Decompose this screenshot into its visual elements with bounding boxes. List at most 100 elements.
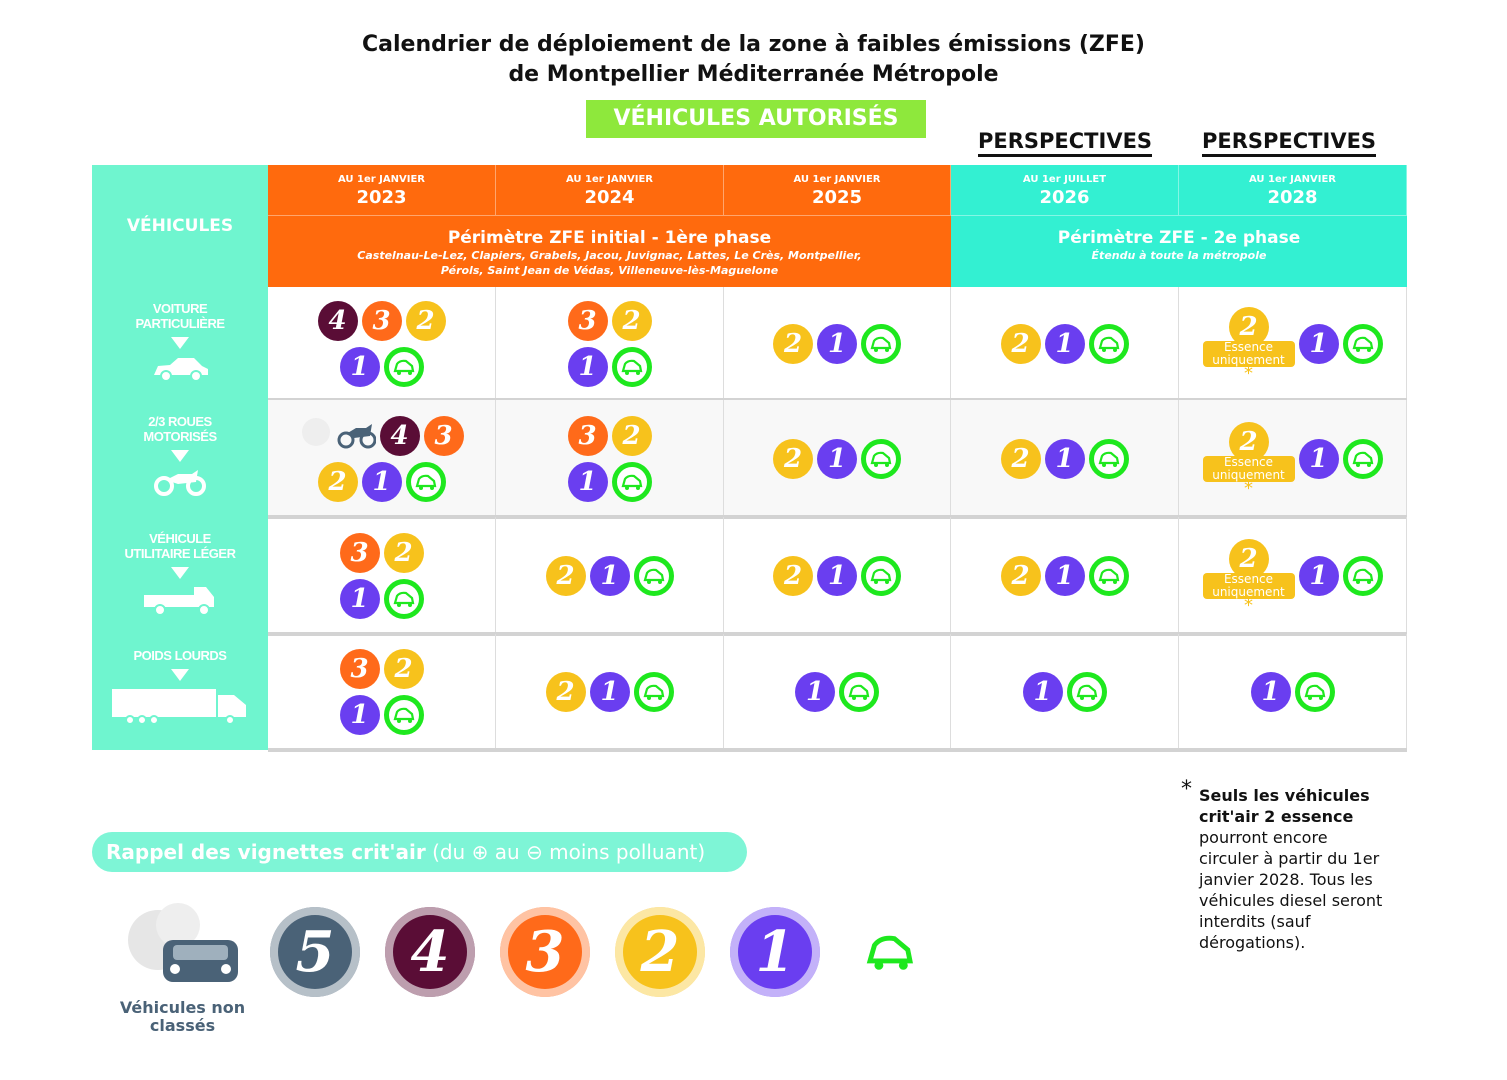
critair-1-badge: 1	[817, 438, 857, 479]
critair-electric-badge	[1088, 438, 1129, 479]
column-year: 2028	[1267, 187, 1318, 208]
critair-electric-badge	[383, 578, 424, 619]
badge-line: 1	[339, 346, 424, 387]
column-year: 2023	[356, 187, 407, 208]
critair-2-badge: 2	[773, 555, 813, 596]
critair-2-badge: 2	[611, 415, 652, 456]
critair-2-badge: 2	[1228, 538, 1269, 579]
badge-line: 1	[567, 346, 652, 387]
critair-2-badge: 2	[383, 532, 424, 573]
vehicle-label: VOITURE	[152, 301, 208, 316]
column-header-2025: AU 1er JANVIER 2025	[724, 165, 951, 215]
critair-electric-badge	[839, 672, 879, 712]
critair-2-badge: 2	[1228, 306, 1269, 347]
critair-2-badge: 2	[317, 461, 358, 502]
reminder-text: moins polluant)	[549, 840, 706, 864]
reminder-text: (du	[432, 840, 466, 864]
vehicle-label: VÉHICULE	[149, 531, 211, 546]
arrow-down-icon	[171, 337, 189, 349]
column-header-2024: AU 1er JANVIER 2024	[496, 165, 724, 215]
phase-communes: Étendu à toute la métropole	[1091, 249, 1267, 262]
footnote-star: *	[1244, 594, 1253, 616]
lorry-icon	[110, 687, 250, 730]
badge-line: 2 Essence uniquement * 1	[1202, 421, 1383, 499]
critair-1-badge: 1	[817, 323, 857, 364]
critair-electric-badge	[611, 461, 652, 502]
footnote-star: *	[1244, 477, 1253, 499]
badge-line: 1	[1022, 672, 1107, 712]
column-header-2028: AU 1er JANVIER 2028	[1179, 165, 1407, 215]
critair-4-badge: 4	[385, 907, 475, 997]
critair-electric-badge	[611, 346, 652, 387]
column-year: 2025	[811, 187, 863, 208]
zfe-calendar-table: VÉHICULES AU 1er JANVIER 2023 AU 1er JANVI…	[92, 165, 1407, 753]
motorcycle-icon	[152, 468, 208, 499]
critair-electric-badge	[845, 907, 935, 997]
unclassified-motorcycle-icon	[300, 416, 376, 456]
vehicle-label: MOTORISÉS	[143, 429, 217, 444]
critair-1-badge: 1	[339, 695, 380, 735]
column-date: AU 1er JUILLET	[1022, 174, 1107, 185]
phase-title: Périmètre ZFE - 2e phase	[1057, 228, 1301, 248]
critair-3-badge: 3	[500, 907, 590, 997]
critair-electric-badge	[383, 695, 424, 735]
title-line2: de Montpellier Méditerranée Métropole	[508, 62, 999, 87]
critair-electric-badge	[861, 323, 901, 364]
critair-1-badge: 1	[567, 461, 608, 502]
badge-line: 1	[1250, 672, 1335, 712]
phase-header: Périmètre ZFE - 2e phase Étendu à toute l…	[951, 215, 1407, 287]
critair-1-badge: 1	[1250, 672, 1291, 712]
critair-electric-badge	[861, 555, 901, 596]
footnote-text: pourront encore circuler à partir du 1er…	[1199, 828, 1383, 952]
critair-3-badge: 3	[339, 532, 380, 573]
perspectives-label: PERSPECTIVES	[1202, 128, 1377, 157]
phase-title: Périmètre ZFE initial - 1ère phase	[447, 228, 772, 248]
badge-line: 1	[795, 672, 879, 712]
table-cell: 1	[724, 634, 951, 750]
critair-electric-badge	[1342, 438, 1383, 479]
plus-icon: ⊕	[471, 840, 489, 864]
critair-1-badge: 1	[1044, 438, 1085, 479]
critair-3-badge: 3	[567, 300, 608, 341]
column-year: 2026	[1039, 187, 1090, 208]
footnote-star: *	[1181, 777, 1192, 802]
critair-1-badge: 1	[1044, 323, 1085, 364]
badge-line: 1	[339, 578, 424, 619]
critair-2-badge: 2	[383, 649, 424, 689]
critair-1-badge: 1	[795, 672, 835, 712]
essence-only-badge: 2 Essence uniquement *	[1202, 538, 1295, 616]
critair-1-badge: 1	[817, 555, 857, 596]
vehicle-label: UTILITAIRE LÉGER	[124, 546, 236, 561]
column-date: AU 1er JANVIER	[793, 174, 881, 185]
critair-2-badge: 2	[1000, 323, 1041, 364]
essence-only-label: Essence uniquement	[1202, 572, 1295, 599]
vehicle-type-1: 2/3 ROUES MOTORISÉS	[92, 400, 268, 517]
essence-only-label: Essence uniquement	[1202, 340, 1295, 367]
page-title: Calendrier de déploiement de la zone à f…	[0, 30, 1507, 90]
badge-line: 1	[567, 461, 652, 502]
critair-1-badge: 1	[1298, 555, 1339, 596]
vehicles-header: VÉHICULES	[92, 165, 268, 287]
critair-electric-badge	[861, 438, 901, 479]
column-date: AU 1er JANVIER	[565, 174, 653, 185]
critair-3-badge: 3	[361, 300, 402, 341]
critair-1-badge: 1	[589, 555, 630, 596]
critair-2-badge: 2	[773, 323, 813, 364]
vehicle-label: 2/3 ROUES	[148, 414, 212, 429]
critair-electric-badge	[1342, 555, 1383, 596]
